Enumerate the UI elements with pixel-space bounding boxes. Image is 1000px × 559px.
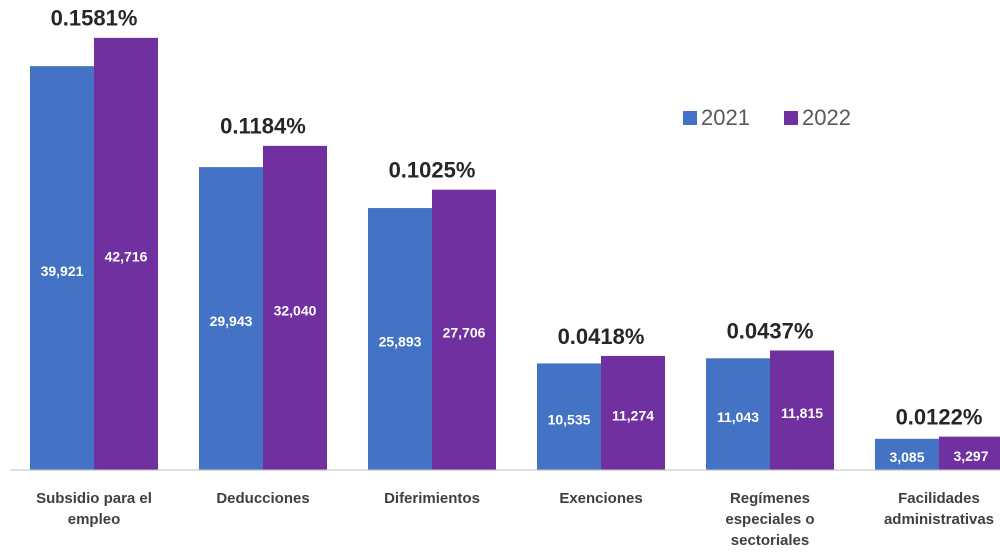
bar [537,363,601,470]
group-label: 0.0122% [896,404,983,429]
group-label: 0.1581% [51,6,138,31]
bar [875,438,939,470]
legend-swatch [683,111,697,125]
x-tick-label: Exenciones [559,490,643,507]
bar [432,189,496,470]
bar [706,358,770,470]
data-label: 11,274 [612,408,654,424]
group-label: 0.0418% [558,324,645,349]
legend-swatch [784,111,798,125]
data-label: 42,716 [105,249,148,265]
bar [199,167,263,470]
data-label: 39,921 [41,263,84,279]
bar [94,37,158,471]
group-label: 0.0437% [727,318,814,343]
data-label: 32,040 [274,303,317,319]
legend-label: 2022 [802,105,851,130]
data-label: 10,535 [548,411,591,427]
x-tick-label: Diferimientos [384,490,480,507]
bar [30,66,94,471]
group-label: 0.1184% [220,114,306,139]
data-label: 11,815 [781,405,823,421]
x-tick-label: Facilidades administrativas [883,490,995,528]
data-label: 3,085 [889,449,924,465]
data-label: 3,297 [953,448,988,464]
bar [770,350,834,470]
group-label: 0.1025% [389,158,476,183]
x-tick-label: Deducciones [216,490,310,507]
bar [601,355,665,470]
data-label: 25,893 [379,334,422,350]
legend-label: 2021 [701,105,750,130]
data-label: 29,943 [210,313,253,329]
data-label: 11,043 [717,409,759,425]
x-tick-label: Subsidio para el empleo [36,490,152,528]
bar [368,208,432,470]
bar [939,436,1000,470]
x-tick-label: Regímenes especiales o sectoriales [725,490,815,549]
bar [263,145,327,470]
data-label: 27,706 [443,325,486,341]
